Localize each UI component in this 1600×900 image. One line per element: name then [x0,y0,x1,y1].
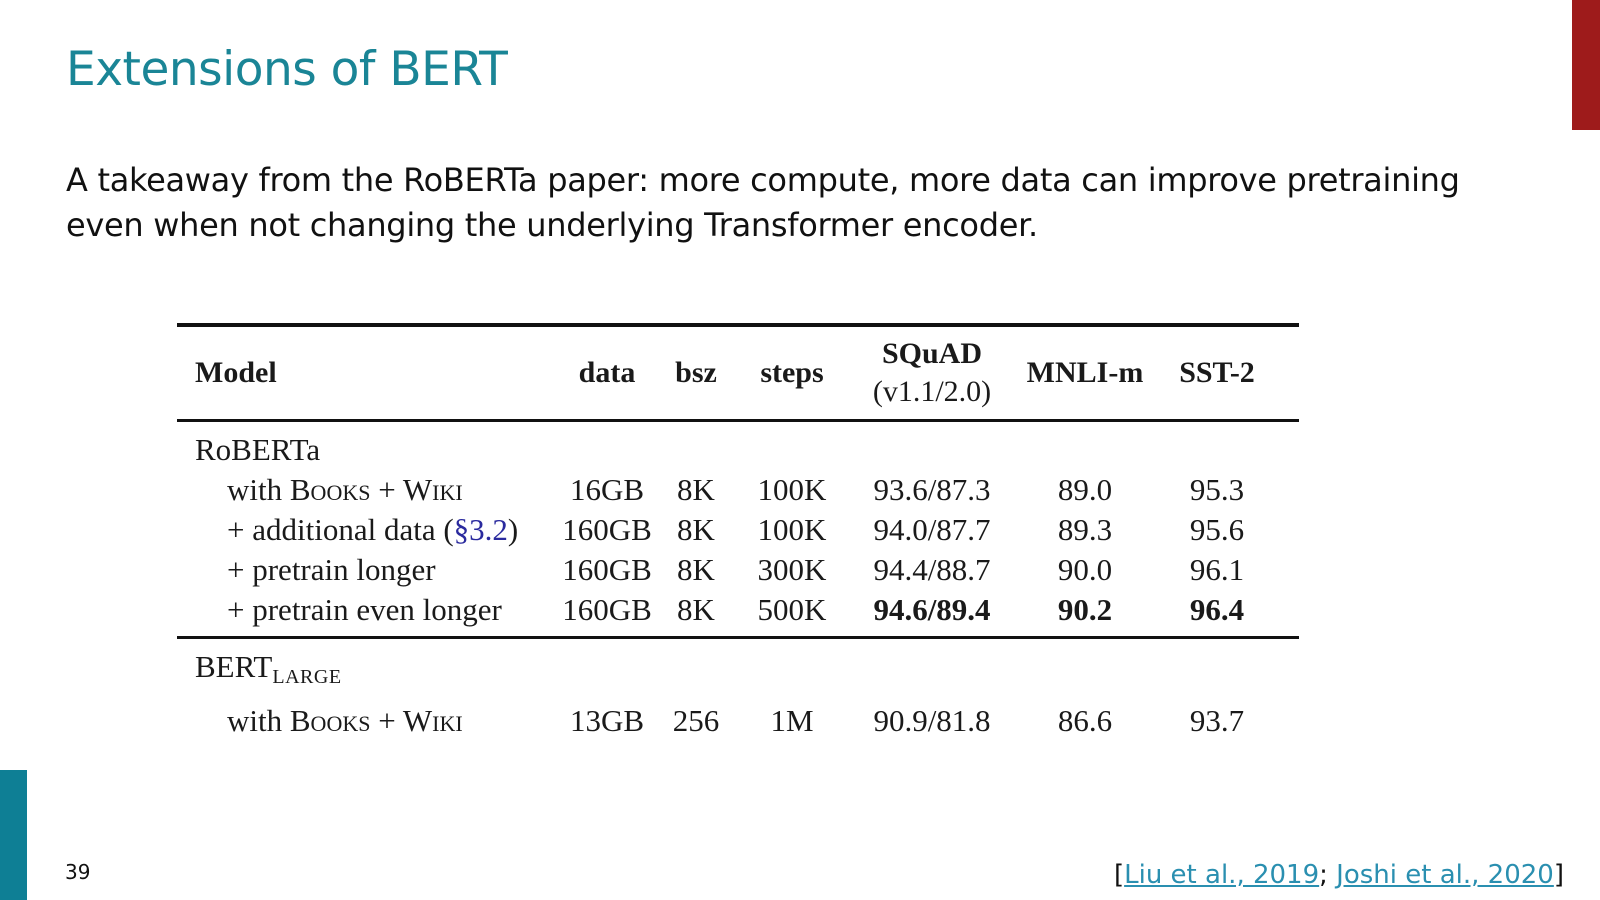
header-model: Model [195,356,277,389]
header-steps: steps [760,356,824,389]
table-header-row: Model data bsz steps SQuAD (v1.1/2.0) MN… [177,327,1299,419]
row-label: with Books + Wiki [227,701,463,741]
cell-sst: 95.3 [1189,472,1245,507]
row-label-prefix: with [227,703,290,738]
cell-mnli: 90.2 [1057,592,1113,627]
table-row: + pretrain even longer 160GB 8K 500K 94.6/89… [177,590,1299,630]
cell-steps: 500K [757,592,827,627]
row-label-prefix: + pretrain longer [227,552,436,587]
group-label-roberta: RoBERTa [195,432,321,467]
slide-title: Extensions of BERT [66,42,508,97]
cell-bsz: 8K [677,512,715,547]
cell-steps: 1M [770,703,814,738]
row-label-sc: Books + Wiki [289,703,463,738]
citation-link[interactable]: Liu et al., 2019 [1124,860,1320,890]
row-label-prefix: with [227,472,290,507]
cite-close: ] [1553,860,1564,890]
row-label: with Books + Wiki [227,470,463,510]
header-bsz: bsz [675,356,717,389]
cell-sst: 93.7 [1189,703,1245,738]
citation-link[interactable]: Joshi et al., 2020 [1336,860,1554,890]
cell-mnli: 86.6 [1057,703,1113,738]
cell-sst: 96.1 [1189,552,1245,587]
row-label-sc: Books + Wiki [289,472,463,507]
cell-squad: 94.4/88.7 [873,552,991,587]
table-group-rule [177,636,1299,639]
cell-squad: 94.6/89.4 [873,592,991,627]
table-row: + additional data (§3.2) 160GB 8K 100K 94.0/… [177,510,1299,550]
cell-data: 16GB [569,472,645,507]
row-label: + additional data (§3.2) [227,510,518,550]
header-squad-sub: (v1.1/2.0) [872,375,992,408]
page-number: 39 [65,860,91,884]
body-line: even when not changing the underlying Tr… [66,206,1038,244]
row-label: + pretrain even longer [227,590,502,630]
cell-data: 160GB [562,512,652,547]
cell-sst: 95.6 [1189,512,1245,547]
cell-squad: 90.9/81.8 [873,703,991,738]
cell-squad: 93.6/87.3 [873,472,991,507]
cell-bsz: 8K [677,552,715,587]
header-data: data [578,356,636,389]
table-row: + pretrain longer 160GB 8K 300K 94.4/88.7 90.… [177,550,1299,590]
header-squad-label: SQuAD [881,337,983,370]
cell-data: 160GB [562,552,652,587]
cell-bsz: 8K [677,592,715,627]
row-label: + pretrain longer [227,550,436,590]
header-mnli: MNLI-m [1026,356,1144,389]
group-label-bert: BERTLARGE [195,647,342,688]
row-label-suffix: ) [507,512,519,547]
row-label-prefix: + pretrain even longer [227,592,502,627]
row-label-prefix: + additional data ( [227,512,454,547]
cell-steps: 100K [757,472,827,507]
cell-mnli: 89.3 [1057,512,1113,547]
cell-data: 13GB [569,703,645,738]
table-group-row: RoBERTa [177,430,1299,470]
cell-steps: 300K [757,552,827,587]
cell-mnli: 89.0 [1057,472,1113,507]
cell-steps: 100K [757,512,827,547]
bert-name: BERT [195,649,273,684]
cite-open: [ [1113,860,1125,890]
cell-squad: 94.0/87.7 [873,512,991,547]
bert-subscript: LARGE [272,666,342,688]
cell-bsz: 8K [677,472,715,507]
table-row: with Books + Wiki 13GB 256 1M 90.9/81.8 … [177,701,1299,741]
header-sst: SST-2 [1179,356,1255,389]
cite-sep: ; [1319,860,1337,890]
table-top-rule [177,323,1299,327]
accent-bar-left [0,770,27,900]
slide-body-text: A takeaway from the RoBERTa paper: more … [66,158,1496,248]
table-header-rule [177,419,1299,422]
citation: [Liu et al., 2019; Joshi et al., 2020] [1114,860,1564,890]
header-squad: SQuAD (v1.1/2.0) [857,327,1007,419]
cell-data: 160GB [562,592,652,627]
accent-bar-right [1572,0,1600,130]
body-line: A takeaway from the RoBERTa paper: more … [66,161,1460,199]
cell-bsz: 256 [672,703,720,738]
table-row: with Books + Wiki 16GB 8K 100K 93.6/87.3 89.0… [177,470,1299,510]
section-ref-link[interactable]: §3.2 [453,512,508,547]
cell-mnli: 90.0 [1057,552,1113,587]
table-group-row: BERTLARGE [177,647,1299,688]
results-table: Model data bsz steps SQuAD (v1.1/2.0) MN… [177,323,1299,741]
cell-sst: 96.4 [1189,592,1245,627]
